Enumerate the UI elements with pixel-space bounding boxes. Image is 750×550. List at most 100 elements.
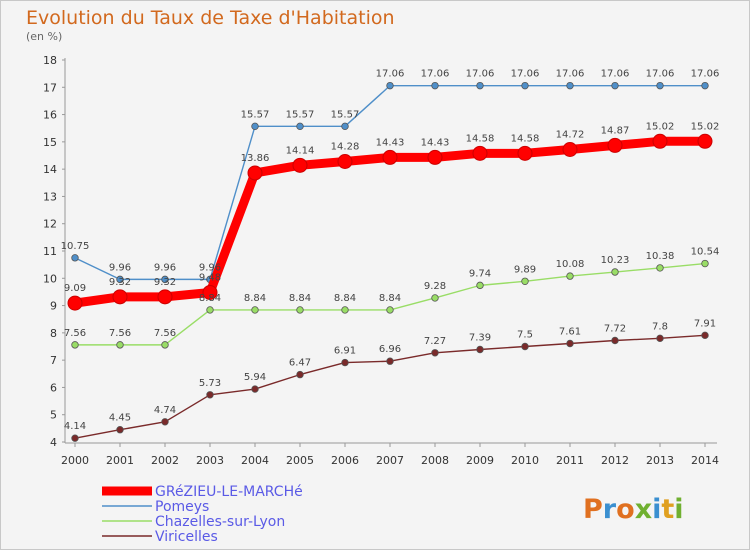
data-label: 9.09 xyxy=(64,283,86,294)
data-label: 17.06 xyxy=(691,69,720,80)
data-point xyxy=(611,336,619,345)
data-label: 8.84 xyxy=(244,293,266,304)
data-point xyxy=(341,358,349,367)
data-label: 17.06 xyxy=(646,69,675,80)
data-label: 7.27 xyxy=(424,336,446,347)
data-point xyxy=(517,145,533,161)
x-ticks: 2000 2001 2002 2003 2004 2005 2006 2007 2008 2009… xyxy=(61,443,719,467)
data-label: 17.06 xyxy=(376,69,405,80)
data-point xyxy=(382,149,398,165)
data-label: 14.43 xyxy=(421,137,450,148)
legend: GRéZIEU-LE-MARCHéPomeysChazelles-sur-Lyo… xyxy=(102,484,303,545)
x-tick-label: 2003 xyxy=(196,454,224,467)
data-point xyxy=(341,306,349,314)
x-tick-label: 2005 xyxy=(286,454,314,467)
data-label: 17.06 xyxy=(421,69,450,80)
data-point xyxy=(206,391,214,399)
x-tick-label: 2004 xyxy=(241,454,269,467)
proxiti-logo: Proxiti xyxy=(583,494,684,525)
data-label: 8.84 xyxy=(199,293,221,304)
data-label: 6.91 xyxy=(334,346,356,357)
y-tick-label: 18 xyxy=(43,54,57,67)
data-point xyxy=(116,275,124,284)
data-labels: 9.09 9.32 9.32 9.48 13.86 14.14 14.28 14.43 14.4… xyxy=(61,69,720,433)
data-label: 8.84 xyxy=(289,293,311,304)
y-tick-label: 7 xyxy=(50,354,57,367)
data-label: 15.02 xyxy=(691,121,720,132)
data-point xyxy=(472,145,488,161)
y-tick-label: 5 xyxy=(50,409,57,422)
data-label: 13.86 xyxy=(241,153,270,164)
data-point xyxy=(292,157,308,173)
data-label: 9.96 xyxy=(109,262,131,273)
y-tick-label: 13 xyxy=(43,190,57,203)
data-label: 7.56 xyxy=(154,328,176,339)
legend-label: GRéZIEU-LE-MARCHé xyxy=(155,484,303,500)
data-point xyxy=(656,334,664,343)
data-point xyxy=(386,306,394,314)
y-tick-label: 4 xyxy=(50,436,57,449)
data-point xyxy=(431,294,439,302)
data-point xyxy=(161,418,169,426)
chart-subtitle: (en %) xyxy=(26,30,62,43)
x-tick-label: 2014 xyxy=(691,454,719,467)
data-label: 9.32 xyxy=(154,277,176,288)
y-ticks: 4 5 6 7 8 9 10 11 12 13 14 15 16 17 18 xyxy=(43,54,65,449)
data-point xyxy=(431,81,439,90)
series-1 xyxy=(71,81,709,284)
data-point xyxy=(431,349,439,357)
data-point xyxy=(251,306,259,314)
data-point xyxy=(67,295,83,311)
legend-label: Viricelles xyxy=(155,529,218,545)
x-tick-label: 2011 xyxy=(556,454,584,467)
data-label: 9.89 xyxy=(514,264,536,275)
data-label: 15.57 xyxy=(331,109,360,120)
y-tick-label: 6 xyxy=(50,381,57,394)
data-point xyxy=(476,281,484,290)
data-point xyxy=(476,81,484,90)
data-point xyxy=(521,277,529,285)
data-point xyxy=(521,81,529,90)
data-point xyxy=(427,149,443,165)
data-point xyxy=(656,264,664,272)
data-point xyxy=(251,122,259,131)
data-point xyxy=(697,133,713,149)
data-point xyxy=(116,341,124,349)
data-label: 8.84 xyxy=(379,293,401,304)
legend-label: Pomeys xyxy=(155,499,209,515)
data-point xyxy=(701,331,709,340)
data-point xyxy=(611,81,619,90)
data-label: 9.96 xyxy=(199,262,221,273)
data-label: 4.45 xyxy=(109,413,131,424)
data-point xyxy=(386,81,394,90)
data-label: 7.56 xyxy=(109,328,131,339)
data-label: 14.58 xyxy=(511,133,540,144)
data-point xyxy=(656,81,664,90)
data-point xyxy=(161,341,169,349)
data-label: 6.96 xyxy=(379,344,401,355)
data-point xyxy=(296,306,304,314)
x-tick-label: 2013 xyxy=(646,454,674,467)
data-point xyxy=(116,426,124,434)
data-label: 14.87 xyxy=(601,125,630,136)
data-label: 10.54 xyxy=(691,247,720,258)
data-point xyxy=(296,370,304,379)
data-label: 9.48 xyxy=(199,272,221,283)
data-point xyxy=(652,133,668,149)
data-label: 4.14 xyxy=(64,421,86,432)
x-tick-label: 2007 xyxy=(376,454,404,467)
data-point xyxy=(341,122,349,131)
data-label: 15.57 xyxy=(286,109,315,120)
data-label: 17.06 xyxy=(466,69,495,80)
y-tick-label: 17 xyxy=(43,81,57,94)
y-tick-label: 8 xyxy=(50,327,57,340)
series-layer xyxy=(67,81,713,442)
x-tick-label: 2002 xyxy=(151,454,179,467)
data-label: 5.94 xyxy=(244,372,266,383)
x-tick-label: 2009 xyxy=(466,454,494,467)
data-point xyxy=(611,268,619,276)
data-point xyxy=(296,122,304,131)
data-point xyxy=(71,254,79,262)
legend-label: Chazelles-sur-Lyon xyxy=(155,514,285,530)
